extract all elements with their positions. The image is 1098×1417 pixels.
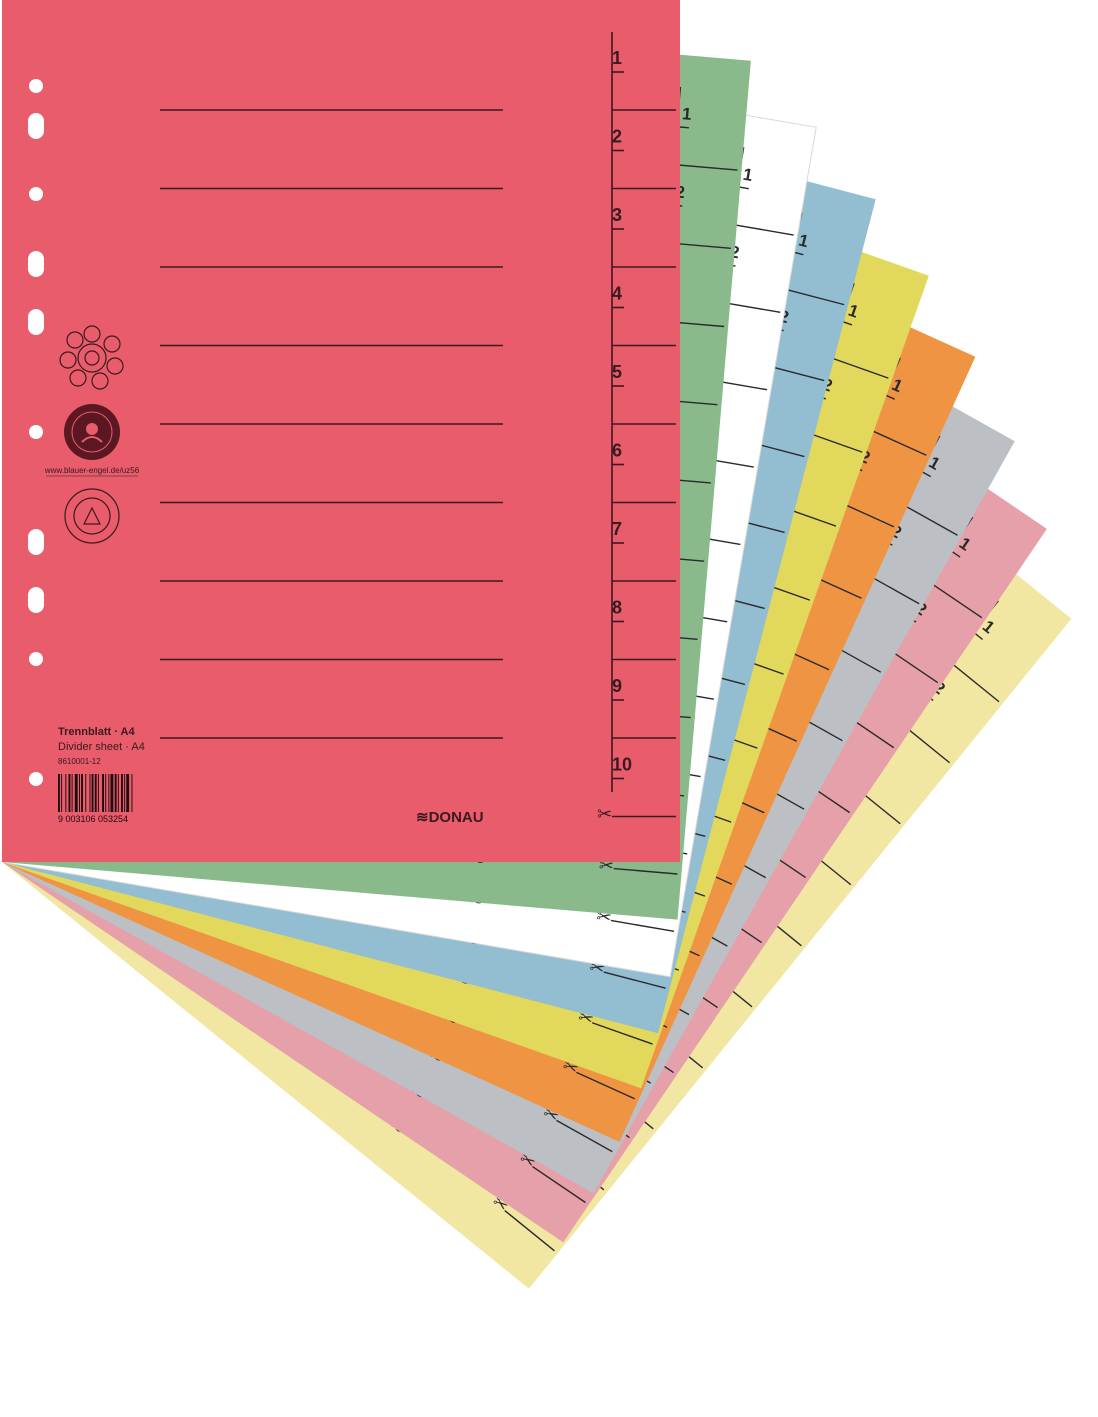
barcode-bar: [89, 774, 91, 812]
tab-number: 3: [612, 205, 622, 225]
barcode-bar: [94, 774, 97, 812]
barcode-bar: [124, 774, 126, 812]
scissors-icon: ✂: [597, 804, 612, 824]
punch-hole: [29, 79, 43, 93]
barcode-bar: [108, 774, 110, 812]
barcode-bar: [74, 774, 78, 812]
punch-slot: [28, 251, 44, 277]
brand-name: DONAU: [429, 809, 484, 826]
recycle-flower-icon: [59, 325, 124, 390]
barcode-bar: [61, 774, 63, 812]
blauer-engel-icon: [64, 404, 120, 460]
punch-hole: [29, 425, 43, 439]
barcode-bar: [65, 774, 67, 812]
tab-number: 1: [797, 230, 811, 251]
tab-number: 2: [675, 182, 686, 202]
barcode-bar: [91, 774, 94, 812]
tab-column: 1 2 3 4 5 6 7 8 9 10: [611, 32, 676, 818]
tab-number: 9: [612, 676, 622, 696]
tab-number: 4: [612, 284, 622, 304]
punch-slot: [28, 309, 44, 335]
tab-number: 6: [612, 441, 622, 461]
tab-number: 1: [612, 48, 622, 68]
title-en: Divider sheet · A4: [58, 741, 145, 753]
tab-number: 1: [681, 104, 692, 124]
tab-number: 8: [612, 598, 622, 618]
punch-hole: [29, 187, 43, 201]
tab-number: 1: [742, 165, 755, 185]
barcode-bar: [110, 774, 114, 812]
barcode-digits: 9 003106 053254: [58, 814, 128, 824]
barcode-bar: [81, 774, 83, 812]
barcode-bar: [121, 774, 123, 812]
front-divider-sheet: 1 2 3 4 5 6 7 8 9 10 www.blauer-engel.de/uz56: [2, 0, 680, 862]
punch-slot: [28, 113, 44, 139]
punch-hole: [29, 652, 43, 666]
barcode-bar: [131, 774, 133, 812]
barcode-bar: [126, 774, 130, 812]
barcode-bar: [114, 774, 117, 812]
barcode-bar: [85, 774, 87, 812]
label-lines: [160, 109, 503, 739]
barcode-bar: [97, 774, 99, 812]
barcode: [58, 774, 133, 812]
punch-hole: [29, 772, 43, 786]
barcode-bar: [71, 774, 73, 812]
punch-slot: [28, 529, 44, 555]
wave-icon: ≋: [416, 809, 429, 826]
barcode-bar: [79, 774, 80, 812]
punch-holes: [28, 79, 44, 786]
brand-logo: ≋DONAU: [416, 809, 484, 826]
tab-number: 5: [612, 362, 622, 382]
title-de: Trennblatt · A4: [58, 726, 135, 738]
article-number: 8610001-12: [58, 757, 101, 766]
tab-number: 7: [612, 519, 622, 539]
tab-number: 2: [612, 127, 622, 147]
barcode-bar: [58, 774, 60, 812]
barcode-bar: [105, 774, 107, 812]
recycled-paper-icon: [64, 488, 120, 544]
barcode-bar: [102, 774, 104, 812]
blauer-engel-url: www.blauer-engel.de/uz56: [44, 466, 140, 475]
punch-slot: [28, 587, 44, 613]
tab-number: 10: [612, 755, 632, 775]
barcode-bar: [68, 774, 71, 812]
barcode-bar: [117, 774, 119, 812]
